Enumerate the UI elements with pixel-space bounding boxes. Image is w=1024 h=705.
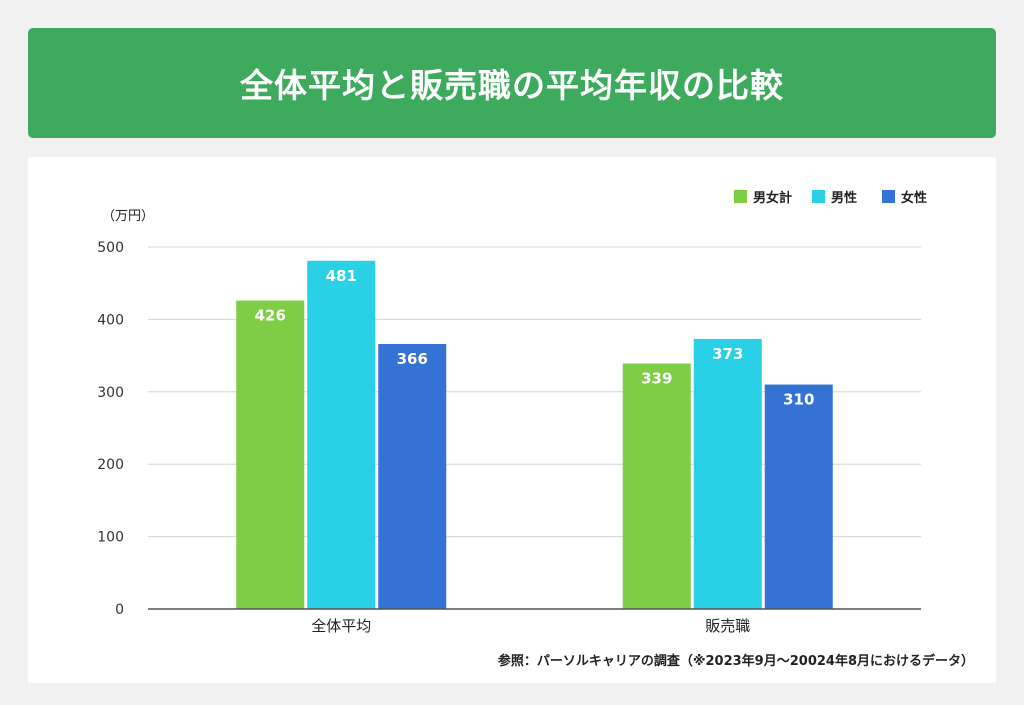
data-label: 366 bbox=[397, 350, 428, 368]
bar-1-0 bbox=[622, 363, 691, 609]
data-label: 373 bbox=[712, 345, 743, 363]
y-axis-unit-label: （万円） bbox=[102, 209, 154, 224]
y-tick-label: 0 bbox=[115, 602, 124, 618]
bars bbox=[236, 260, 833, 609]
data-label: 339 bbox=[641, 370, 672, 388]
y-tick-label: 500 bbox=[97, 240, 124, 256]
y-tick-label: 100 bbox=[97, 530, 124, 546]
x-category-label: 販売職 bbox=[705, 617, 750, 635]
legend-swatch bbox=[882, 190, 895, 203]
chart-panel: 426 481 366 339 373 310 0 100 200 300 400 500 全体平均 販… bbox=[28, 157, 996, 683]
legend-swatch bbox=[734, 190, 747, 203]
bar-1-2 bbox=[764, 384, 833, 609]
legend-swatch bbox=[812, 190, 825, 203]
y-tick-label: 400 bbox=[97, 312, 124, 328]
bar-1-1 bbox=[693, 338, 762, 609]
bar-0-2 bbox=[378, 344, 447, 609]
legend-label: 男女計 bbox=[753, 190, 792, 206]
bar-0-1 bbox=[307, 260, 376, 609]
data-labels: 426 481 366 339 373 310 bbox=[255, 267, 815, 409]
data-label: 310 bbox=[783, 391, 814, 409]
data-label: 426 bbox=[255, 307, 286, 325]
legend: 男女計 男性 女性 bbox=[734, 190, 927, 206]
legend-label: 男性 bbox=[831, 190, 857, 206]
title-banner: 全体平均と販売職の平均年収の比較 bbox=[28, 28, 996, 138]
bar-chart: 426 481 366 339 373 310 0 100 200 300 400 500 全体平均 販… bbox=[97, 190, 974, 669]
legend-label: 女性 bbox=[901, 190, 927, 206]
data-label: 481 bbox=[326, 267, 357, 285]
chart-title: 全体平均と販売職の平均年収の比較 bbox=[240, 66, 784, 105]
x-category-label: 全体平均 bbox=[311, 617, 371, 635]
bar-0-0 bbox=[236, 300, 305, 609]
y-tick-label: 200 bbox=[97, 457, 124, 473]
y-tick-label: 300 bbox=[97, 385, 124, 401]
axes: 0 100 200 300 400 500 全体平均 販売職 bbox=[97, 240, 921, 635]
source-note: 参照：パーソルキャリアの調査（※2023年9月〜20024年8月におけるデータ） bbox=[498, 653, 974, 669]
